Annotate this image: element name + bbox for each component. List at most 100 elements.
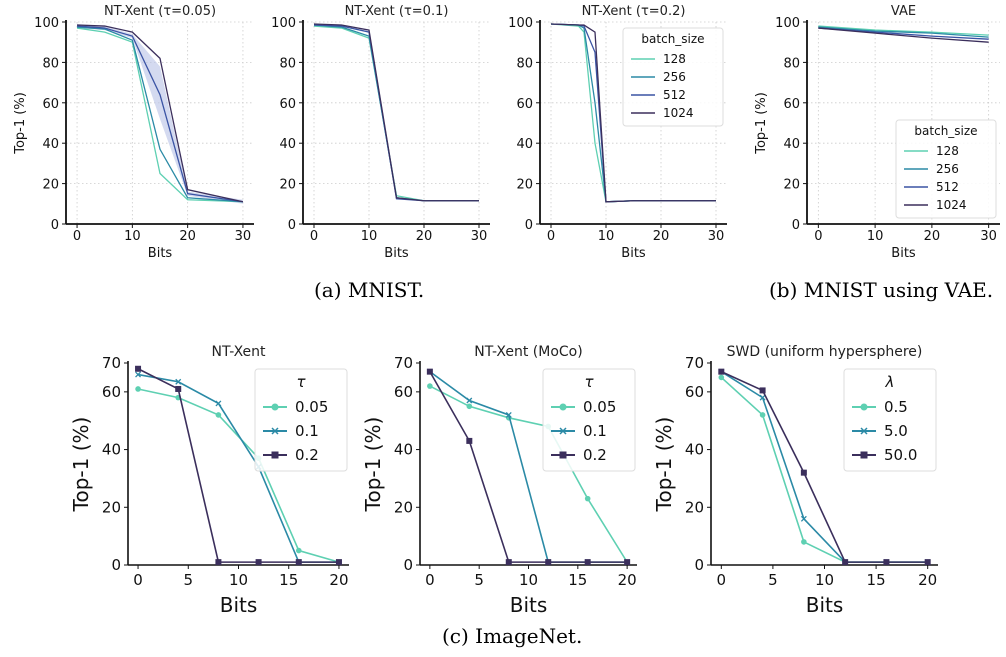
x-axis-label: Bits (510, 593, 548, 617)
legend: batch_size 128 256 512 1024 (895, 119, 997, 219)
data-point (801, 539, 807, 545)
y-tick-label: 70 (102, 354, 121, 372)
x-tick-label: 5 (768, 571, 778, 589)
x-tick-label: 15 (867, 571, 886, 589)
legend: τ 0.05 0.1 0.2 (254, 368, 348, 472)
legend-label: 0.1 (295, 422, 319, 440)
data-point (759, 412, 766, 418)
legend-label: 256 (936, 162, 959, 176)
series-line (429, 371, 628, 563)
data-point (135, 371, 142, 378)
y-tick-label: 80 (783, 56, 800, 71)
chart-2: 0 10 20 30 0 20 40 60 80 100 NT-Xent (τ=0.2) Bits ba… (508, 4, 727, 261)
chart-0: 0 10 20 30 0 20 40 60 80 100 NT-Xent (τ=0.05) Bits T… (13, 4, 254, 261)
x-tick-label: 0 (73, 229, 81, 244)
y-tick-label: 20 (394, 498, 413, 516)
y-tick-label: 70 (685, 354, 704, 372)
data-point (426, 368, 433, 375)
y-tick-label: 80 (279, 56, 296, 71)
legend-label: 0.5 (884, 398, 908, 416)
x-tick-label: 10 (361, 229, 378, 244)
y-tick-label: 40 (685, 441, 704, 459)
data-point (505, 411, 512, 418)
series-line (77, 26, 243, 203)
data-point (584, 495, 591, 502)
series-line (77, 24, 244, 203)
legend-title: τ (296, 373, 306, 391)
x-tick-label: 20 (416, 229, 433, 244)
legend-title: batch_size (641, 32, 704, 46)
x-tick-label: 0 (425, 571, 435, 589)
x-tick-label: 10 (598, 229, 615, 244)
legend-label: 128 (936, 144, 959, 158)
caption-c: (c) ImageNet. (442, 624, 583, 648)
legend: τ 0.05 0.1 0.2 (542, 368, 636, 472)
chart-title: NT-Xent (211, 344, 266, 360)
x-tick-label: 0 (814, 229, 822, 244)
y-tick-label: 60 (279, 97, 296, 112)
series-line (313, 24, 479, 202)
legend-title: batch_size (914, 124, 977, 138)
legend-label: 5.0 (884, 422, 908, 440)
data-point (584, 559, 591, 566)
series-line (76, 27, 243, 203)
series-line (818, 26, 989, 38)
legend-marker (559, 403, 567, 411)
legend: λ 0.5 5.0 50.0 (843, 368, 937, 472)
x-tick-label: 10 (815, 571, 834, 589)
y-tick-label: 40 (783, 137, 800, 152)
series-line (429, 385, 628, 563)
y-tick-label: 40 (516, 137, 533, 152)
caption-b: (b) MNIST using VAE. (769, 278, 994, 302)
legend-marker (271, 403, 279, 411)
y-tick-label: 70 (394, 354, 413, 372)
legend-label: 0.2 (583, 446, 607, 464)
y-axis-label: Top-1 (%) (13, 92, 28, 155)
data-point (718, 374, 725, 381)
data-point (215, 400, 222, 407)
chart-4: 0 5 10 15 20 0 20 40 60 70 NT-Xent Bits Top-1 (%) τ 0.… (69, 344, 349, 617)
y-tick-label: 20 (102, 498, 121, 516)
x-tick-label: 0 (717, 571, 727, 589)
chart-title: NT-Xent (τ=0.2) (582, 4, 686, 19)
y-tick-label: 100 (508, 16, 533, 31)
y-tick-label: 20 (279, 178, 296, 193)
x-axis-label: Bits (891, 246, 916, 261)
chart-title: SWD (uniform hypersphere) (727, 344, 923, 360)
y-tick-label: 60 (102, 383, 121, 401)
y-tick-label: 80 (516, 56, 533, 71)
x-tick-label: 15 (279, 571, 298, 589)
y-axis-label: Top-1 (%) (652, 417, 676, 513)
x-axis-label: Bits (806, 593, 844, 617)
data-point (759, 394, 766, 401)
y-tick-label: 100 (271, 16, 296, 31)
series-line (720, 370, 928, 563)
chart-title: VAE (891, 4, 916, 19)
y-tick-label: 40 (102, 441, 121, 459)
x-tick-label: 20 (329, 571, 348, 589)
legend-title: λ (885, 373, 895, 391)
y-tick-label: 0 (51, 218, 59, 233)
legend-marker (559, 451, 567, 459)
legend-label: 0.05 (295, 398, 328, 416)
data-point (215, 412, 222, 418)
legend-label: 512 (936, 180, 959, 194)
data-point (295, 559, 302, 566)
data-point (800, 469, 807, 476)
data-point (175, 378, 182, 385)
x-axis-label: Bits (621, 246, 646, 261)
y-axis-label: Top-1 (%) (754, 92, 769, 155)
legend-label: 50.0 (884, 446, 917, 464)
x-tick-label: 5 (474, 571, 484, 589)
data-point (215, 559, 222, 566)
series-line (818, 27, 989, 43)
x-tick-label: 0 (133, 571, 143, 589)
y-tick-label: 40 (42, 137, 59, 152)
series-line (313, 24, 479, 202)
data-point (624, 559, 631, 566)
chart-3: 0 10 20 30 0 20 40 60 80 100 VAE Bits Top-1 (%) batch… (754, 4, 1000, 261)
y-tick-label: 0 (694, 556, 704, 574)
legend-label: 512 (663, 88, 686, 102)
x-tick-label: 30 (980, 229, 997, 244)
data-point (924, 559, 931, 566)
